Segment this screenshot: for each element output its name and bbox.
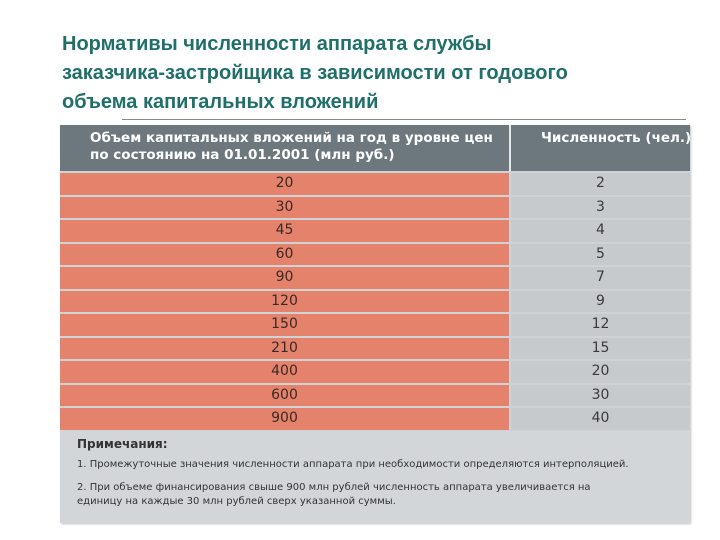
cell-volume: 150 bbox=[60, 314, 509, 336]
cell-volume: 600 bbox=[60, 384, 509, 406]
cell-volume: 30 bbox=[60, 196, 509, 218]
notes-heading: Примечания: bbox=[77, 437, 168, 451]
title-line-3: объема капитальных вложений bbox=[62, 91, 379, 113]
table-body: 20 2 30 3 45 4 60 5 90 7 120 9 150 12 210 15 400 20 600 30 9… bbox=[60, 173, 690, 432]
cell-volume: 60 bbox=[60, 243, 509, 265]
cell-staff: 30 bbox=[511, 384, 690, 406]
cell-volume: 400 bbox=[60, 361, 509, 383]
cell-volume: 90 bbox=[60, 267, 509, 289]
cell-volume: 900 bbox=[60, 408, 509, 430]
table-row: 150 12 bbox=[60, 314, 690, 336]
header-volume-line-1: Объем капитальных вложений на год в уров… bbox=[90, 130, 493, 146]
table-header: Объем капитальных вложений на год в уров… bbox=[60, 125, 692, 171]
cell-staff: 40 bbox=[511, 408, 690, 430]
cell-staff: 9 bbox=[511, 290, 690, 312]
cell-volume: 210 bbox=[60, 337, 509, 359]
note-2-line-2: единицу на каждые 30 млн рублей сверх ук… bbox=[77, 496, 396, 507]
title-divider bbox=[122, 119, 686, 120]
cell-staff: 3 bbox=[511, 196, 690, 218]
notes-block: Примечания: 1. Промежуточные значения чи… bbox=[60, 431, 690, 523]
cell-staff: 12 bbox=[511, 314, 690, 336]
table-row: 20 2 bbox=[60, 173, 690, 195]
cell-volume: 120 bbox=[60, 290, 509, 312]
header-separator bbox=[509, 125, 511, 171]
table-row: 600 30 bbox=[60, 384, 690, 406]
header-volume: Объем капитальных вложений на год в уров… bbox=[60, 125, 508, 171]
header-volume-line-2: по состоянию на 01.01.2001 (млн руб.) bbox=[90, 147, 395, 163]
cell-staff: 4 bbox=[511, 220, 690, 242]
cell-staff: 15 bbox=[511, 337, 690, 359]
table-row: 210 15 bbox=[60, 337, 690, 359]
note-2-line-1: 2. При объеме финансирования свыше 900 м… bbox=[77, 482, 591, 493]
cell-staff: 20 bbox=[511, 361, 690, 383]
note-1: 1. Промежуточные значения численности ап… bbox=[77, 459, 629, 470]
table-row: 120 9 bbox=[60, 290, 690, 312]
table-row: 45 4 bbox=[60, 220, 690, 242]
cell-staff: 5 bbox=[511, 243, 690, 265]
table-row: 60 5 bbox=[60, 243, 690, 265]
table-row: 400 20 bbox=[60, 361, 690, 383]
cell-volume: 45 bbox=[60, 220, 509, 242]
cell-staff: 7 bbox=[511, 267, 690, 289]
table-row: 90 7 bbox=[60, 267, 690, 289]
note-2: 2. При объеме финансирования свыше 900 м… bbox=[77, 481, 591, 509]
table-row: 900 40 bbox=[60, 408, 690, 430]
title-line-2: заказчика-застройщика в зависимости от г… bbox=[62, 62, 568, 84]
cell-volume: 20 bbox=[60, 173, 509, 195]
table-row: 30 3 bbox=[60, 196, 690, 218]
staffing-table: Объем капитальных вложений на год в уров… bbox=[60, 125, 692, 523]
header-staff: Численность (чел.) bbox=[541, 130, 692, 146]
title-line-1: Нормативы численности аппарата службы bbox=[62, 33, 492, 55]
page-title: Нормативы численности аппарата службы за… bbox=[62, 30, 702, 117]
cell-staff: 2 bbox=[511, 173, 690, 195]
